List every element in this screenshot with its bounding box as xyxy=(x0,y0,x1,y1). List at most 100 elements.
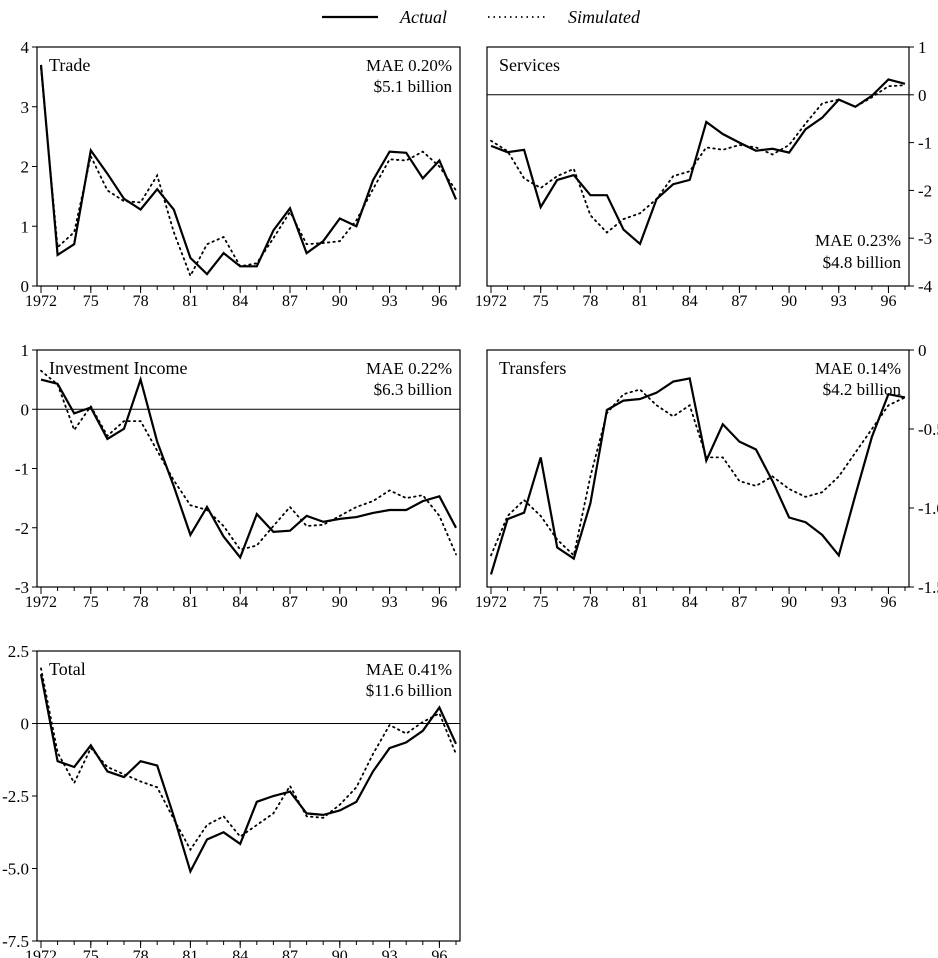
transfers-y-tick-label: -1.0 xyxy=(918,499,938,518)
investment-income-x-tick-label: 93 xyxy=(382,594,398,611)
transfers-x-tick-label: 1972 xyxy=(475,594,507,611)
transfers-y-tick-label: -1.5 xyxy=(918,578,938,597)
services-y-tick-label: -4 xyxy=(918,277,933,296)
transfers-title: Transfers xyxy=(499,358,566,378)
total-y-tick-label: 2.5 xyxy=(8,642,29,661)
transfers-x-tick-label: 87 xyxy=(731,594,747,611)
investment-income-x-tick-label: 75 xyxy=(83,594,99,611)
investment-income-x-tick-label: 84 xyxy=(232,594,248,611)
transfers-simulated-series xyxy=(490,388,906,558)
investment-income-x-tick-label: 78 xyxy=(133,594,149,611)
services-y-tick-label: -3 xyxy=(918,229,932,248)
services-simulated-series xyxy=(490,84,906,234)
trade-x-tick-label: 1972 xyxy=(25,293,57,310)
total-annotation: $11.6 billion xyxy=(366,681,453,700)
total-y-tick-label: 0 xyxy=(21,715,30,734)
trade-title: Trade xyxy=(49,55,90,75)
transfers-plot-frame xyxy=(486,349,910,588)
transfers-y-tick-label: -0.5 xyxy=(918,420,938,439)
total-y-tick-label: -5.0 xyxy=(2,860,29,879)
total-x-tick-label: 75 xyxy=(83,948,99,958)
panel-total: -7.5 -5.0 -2.5 0 2.5 1972 75 78 81 84 87 90 93 96 Tota… xyxy=(2,642,461,958)
panel-trade: 0 1 2 3 4 1972 75 78 81 84 87 90 93 96 Trade MAE 0.20% $… xyxy=(21,38,461,310)
legend-actual-label: Actual xyxy=(399,7,447,27)
services-y-tick-label: -2 xyxy=(918,181,932,200)
trade-annotation: MAE 0.20% xyxy=(366,56,452,75)
transfers-x-tick-label: 96 xyxy=(880,594,896,611)
services-annotation: MAE 0.23% xyxy=(815,231,901,250)
legend: Actual Simulated xyxy=(322,7,641,27)
trade-x-tick-label: 78 xyxy=(133,293,149,310)
transfers-annotation: $4.2 billion xyxy=(823,380,902,399)
trade-y-tick-label: 2 xyxy=(21,158,30,177)
transfers-x-tick-label: 78 xyxy=(582,594,598,611)
investment-income-annotation: $6.3 billion xyxy=(374,380,453,399)
trade-y-tick-label: 3 xyxy=(21,98,30,117)
trade-annotation: $5.1 billion xyxy=(374,77,453,96)
services-x-tick-label: 1972 xyxy=(475,293,507,310)
trade-y-tick-label: 1 xyxy=(21,217,30,236)
investment-income-title: Investment Income xyxy=(49,358,187,378)
services-y-tick-label: 1 xyxy=(918,38,927,57)
panel-transfers: -1.5 -1.0 -0.5 0 1972 75 78 81 84 87 90 93 96 Transfe… xyxy=(475,341,938,611)
panel-services: -4 -3 -2 -1 0 1 1972 75 78 81 84 87 90 93 96 Services MA… xyxy=(475,38,933,310)
services-annotation: $4.8 billion xyxy=(823,253,902,272)
chart-panels: 0 1 2 3 4 1972 75 78 81 84 87 90 93 96 Trade MAE 0.20% $… xyxy=(2,38,938,958)
investment-income-simulated-series xyxy=(40,369,457,556)
investment-income-x-tick-label: 1972 xyxy=(25,594,57,611)
investment-income-y-tick-label: 0 xyxy=(21,400,30,419)
services-plot-frame xyxy=(486,46,910,287)
services-x-tick-label: 87 xyxy=(731,293,747,310)
transfers-x-tick-label: 93 xyxy=(831,594,847,611)
investment-income-y-tick-label: 1 xyxy=(21,341,30,360)
investment-income-y-tick-label: -1 xyxy=(15,460,29,479)
trade-y-tick-label: 0 xyxy=(21,277,30,296)
investment-income-actual-series xyxy=(40,375,457,560)
trade-x-tick-label: 90 xyxy=(332,293,348,310)
transfers-x-tick-label: 81 xyxy=(632,594,648,611)
total-x-tick-label: 1972 xyxy=(25,948,57,958)
trade-simulated-series xyxy=(40,67,457,278)
total-actual-series xyxy=(39,673,458,875)
transfers-actual-series xyxy=(489,377,906,575)
transfers-y-tick-label: 0 xyxy=(918,341,927,360)
services-x-tick-label: 90 xyxy=(781,293,797,310)
total-x-tick-label: 90 xyxy=(332,948,348,958)
transfers-annotation: MAE 0.14% xyxy=(815,359,901,378)
trade-x-tick-label: 81 xyxy=(182,293,198,310)
total-title: Total xyxy=(49,659,86,679)
investment-income-x-tick-label: 96 xyxy=(431,594,447,611)
total-x-tick-label: 96 xyxy=(431,948,447,958)
transfers-x-tick-label: 84 xyxy=(682,594,698,611)
total-simulated-series xyxy=(40,667,457,852)
investment-income-x-tick-label: 81 xyxy=(182,594,198,611)
total-x-tick-label: 81 xyxy=(182,948,198,958)
trade-actual-series xyxy=(39,64,458,276)
trade-x-tick-label: 93 xyxy=(382,293,398,310)
investment-income-y-tick-label: -2 xyxy=(15,519,29,538)
transfers-x-tick-label: 90 xyxy=(781,594,797,611)
total-x-tick-label: 78 xyxy=(133,948,149,958)
services-x-tick-label: 81 xyxy=(632,293,648,310)
total-annotation: MAE 0.41% xyxy=(366,660,452,679)
services-title: Services xyxy=(499,55,560,75)
total-y-tick-label: -2.5 xyxy=(2,787,29,806)
legend-simulated-label: Simulated xyxy=(568,7,641,27)
services-actual-series xyxy=(490,78,906,246)
total-x-tick-label: 84 xyxy=(232,948,248,958)
investment-income-annotation: MAE 0.22% xyxy=(366,359,452,378)
total-x-tick-label: 87 xyxy=(282,948,298,958)
trade-x-tick-label: 96 xyxy=(431,293,447,310)
investment-income-x-tick-label: 87 xyxy=(282,594,298,611)
investment-income-x-tick-label: 90 xyxy=(332,594,348,611)
trade-x-tick-label: 87 xyxy=(282,293,298,310)
total-x-tick-label: 93 xyxy=(382,948,398,958)
services-x-tick-label: 96 xyxy=(880,293,896,310)
services-x-tick-label: 78 xyxy=(582,293,598,310)
services-x-tick-label: 93 xyxy=(831,293,847,310)
services-y-tick-label: 0 xyxy=(918,86,927,105)
investment-income-y-tick-label: -3 xyxy=(15,578,29,597)
trade-x-tick-label: 75 xyxy=(83,293,99,310)
transfers-x-tick-label: 75 xyxy=(533,594,549,611)
